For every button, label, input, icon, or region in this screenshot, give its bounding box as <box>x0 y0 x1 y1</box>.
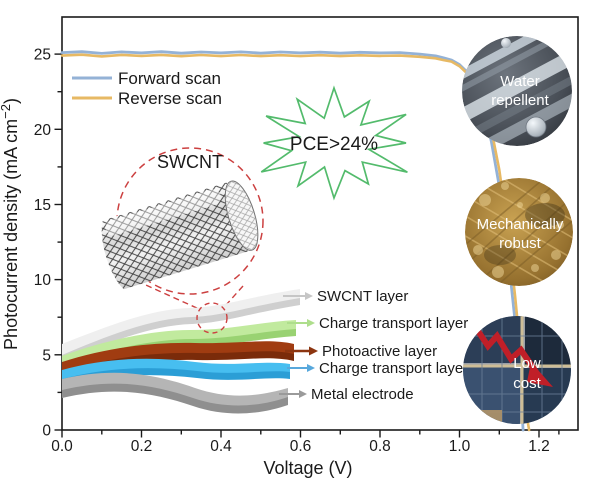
y-tick-label: 10 <box>34 272 52 289</box>
y-axis-title: Photocurrent density (mA cm−2) <box>0 98 21 350</box>
x-tick-label: 1.2 <box>528 438 550 455</box>
forward-scan-label: Forward scan <box>118 69 221 88</box>
x-tick-label: 0.8 <box>369 438 391 455</box>
pce-value: PCE>24% <box>290 134 378 155</box>
y-tick-labels: 0 5 10 15 20 25 <box>34 47 52 440</box>
water-repellent-label-1: Water <box>500 73 539 90</box>
pce-starburst: PCE>24% <box>260 85 408 201</box>
x-tick-label: 1.0 <box>449 438 471 455</box>
y-tick-label: 20 <box>34 122 52 139</box>
cost-decline-arrow <box>471 323 539 374</box>
reverse-scan-label: Reverse scan <box>118 89 222 108</box>
mechanically-robust-label-1: Mechanically <box>477 216 564 233</box>
callout-line-left <box>136 280 200 310</box>
jv-curves <box>60 50 531 432</box>
mechanically-robust-label-2: robust <box>499 235 542 252</box>
sheet-photoactive <box>62 341 294 379</box>
x-tick-label: 0.0 <box>51 438 73 455</box>
starburst-outline <box>260 85 408 201</box>
y-tick-label: 0 <box>42 423 51 440</box>
x-tick-label: 0.4 <box>210 438 232 455</box>
mechanically-robust-badge: Mechanically robust <box>465 178 573 286</box>
photoactive-arrowhead <box>309 346 318 356</box>
swcnt-inset: SWCNT <box>101 147 264 310</box>
low-cost-label-2: cost <box>513 375 541 392</box>
forward-scan-curve <box>60 50 525 432</box>
low-cost-badge: Low cost <box>463 316 571 424</box>
sheet-charge-transport-top <box>62 320 296 372</box>
x-tick-labels: 0.0 0.2 0.4 0.6 0.8 1.0 1.2 <box>51 438 550 455</box>
y-tick-label: 15 <box>34 197 51 214</box>
y-tick-label: 5 <box>42 347 51 364</box>
sheet-charge-transport-bottom <box>62 358 290 386</box>
nanotube-drawing <box>101 180 259 290</box>
x-axis-title: Voltage (V) <box>263 458 352 478</box>
charge-transport-bottom-label: Charge transport layer <box>319 360 468 377</box>
swcnt-layer-arrowhead <box>305 292 313 300</box>
charge-transport-top-label: Charge transport layer <box>319 315 468 332</box>
sheet-metal-electrode <box>62 372 288 414</box>
reverse-scan-curve <box>60 53 531 432</box>
x-tick-label: 0.6 <box>290 438 312 455</box>
photoactive-label: Photoactive layer <box>322 343 437 360</box>
charge-transport-bottom-arrowhead <box>307 364 315 372</box>
charge-transport-top-arrowhead <box>307 319 315 327</box>
layer-legend: SWCNT layer Charge transport layer Photo… <box>279 288 468 403</box>
metal-electrode-label: Metal electrode <box>311 386 414 403</box>
layer-stack <box>62 289 300 414</box>
sheet-swcnt <box>62 289 300 362</box>
plot-frame: 0.0 0.2 0.4 0.6 0.8 1.0 1.2 0 5 10 15 20 25 Voltage… <box>0 16 579 478</box>
metal-electrode-arrowhead <box>299 390 307 398</box>
water-droplet <box>525 116 547 138</box>
water-repellent-badge: Water repellent <box>462 36 572 146</box>
y-tick-label: 25 <box>34 47 51 64</box>
scan-legend: Forward scan Reverse scan <box>72 69 222 108</box>
swcnt-layer-label: SWCNT layer <box>317 288 408 305</box>
low-cost-label-1: Low <box>513 355 541 372</box>
y-axis-ticks <box>54 53 62 431</box>
x-axis-ticks <box>61 430 560 438</box>
magnifier-target-circle <box>196 302 228 334</box>
mechanically-robust-photo <box>465 178 573 286</box>
callout-line-right <box>225 285 244 306</box>
x-tick-label: 0.2 <box>131 438 153 455</box>
inset-title: SWCNT <box>157 152 223 172</box>
cost-decline-arrowhead <box>527 362 553 387</box>
water-repellent-label-2: repellent <box>491 92 549 109</box>
